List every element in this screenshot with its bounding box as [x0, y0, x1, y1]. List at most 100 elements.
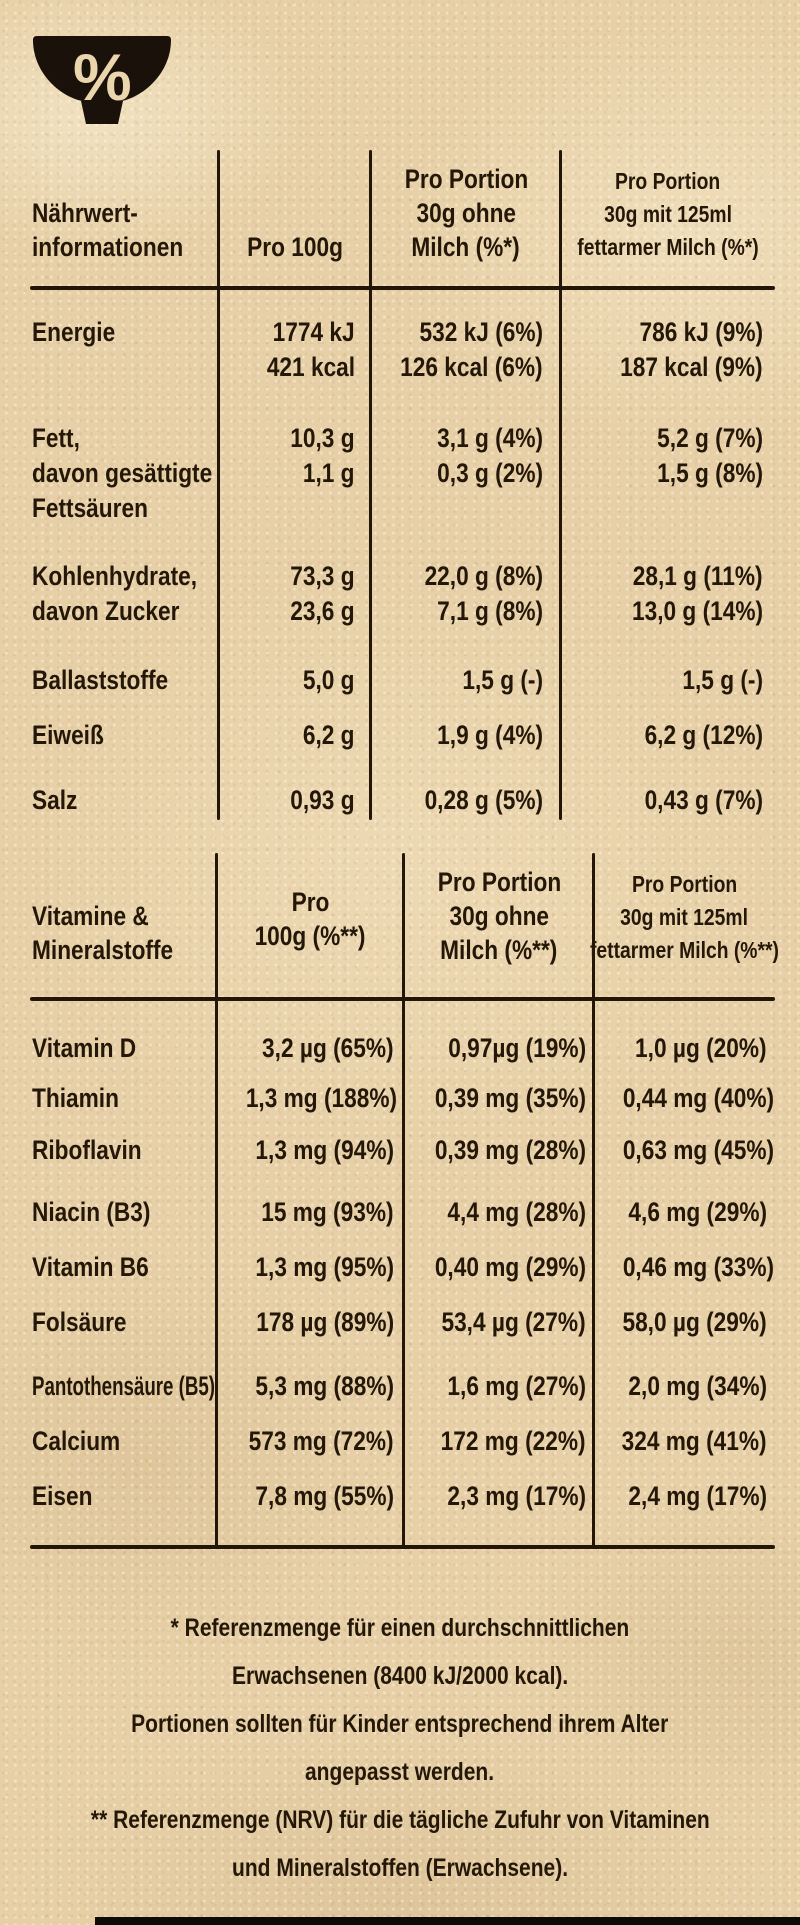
value-per-100g: 15 mg (93%) — [261, 1197, 394, 1227]
header-per-portion-with-milk: Pro Portion 30g mit 125ml fettarmer Milc… — [561, 150, 775, 286]
header-line: Pro Portion — [437, 867, 561, 897]
footnote-line: ** Referenzmenge (NRV) für die tägliche … — [90, 1806, 710, 1834]
value-with-milk: 1,0 µg (20%) — [635, 1033, 767, 1063]
header-line: fettarmer Milch (%**) — [590, 937, 779, 963]
value-per-portion: 4,4 mg (28%) — [447, 1197, 586, 1227]
header-line: informationen — [32, 232, 184, 262]
footnotes: * Referenzmenge für einen durchschnittli… — [0, 1604, 800, 1892]
value-per-portion: 53,4 µg (27%) — [441, 1307, 586, 1337]
value-with-milk: 1,5 g (8%) — [657, 458, 763, 488]
table-row-fett: Fett, 10,3 g 3,1 g (4%) 5,2 g (7%) — [30, 421, 775, 456]
table-row-folsaeure: Folsäure 178 µg (89%) 53,4 µg (27%) 58,0… — [30, 1305, 775, 1340]
value-per-100g: 3,2 µg (65%) — [262, 1033, 394, 1063]
value-per-100g: 1,3 mg (95%) — [255, 1252, 394, 1282]
percent-symbol: % — [73, 40, 132, 114]
value-with-milk: 2,4 mg (17%) — [628, 1481, 767, 1511]
table-row-gesaettigte: davon gesättigte 1,1 g 0,3 g (2%) 1,5 g … — [30, 456, 775, 491]
value-per-portion: 0,97µg (19%) — [448, 1033, 586, 1063]
table-row-thiamin: Thiamin 1,3 mg (188%) 0,39 mg (35%) 0,44… — [30, 1081, 775, 1116]
header-per-portion: Pro Portion 30g ohne Milch (%*) — [371, 150, 561, 286]
vitamins-table: Vitamine & Mineralstoffe Pro 100g (%**) … — [30, 853, 779, 1553]
value-per-100g: 1774 kJ — [273, 317, 355, 347]
row-label — [30, 350, 219, 385]
header-line: fettarmer Milch (%*) — [577, 234, 759, 260]
row-label: Niacin (B3) — [32, 1197, 151, 1227]
nutrition-table-header: Nährwert- informationen Pro 100g Pro Por… — [30, 150, 775, 286]
header-nutrition-info: Nährwert- informationen — [30, 150, 219, 286]
column-divider — [559, 150, 562, 820]
value-per-portion: 1,9 g (4%) — [437, 720, 543, 750]
value-with-milk: 28,1 g (11%) — [633, 561, 763, 591]
value-per-100g: 10,3 g — [290, 423, 355, 453]
row-label: Salz — [32, 785, 78, 815]
footnote-line: und Mineralstoffen (Erwachsene). — [231, 1854, 569, 1882]
value-with-milk: 0,46 mg (33%) — [622, 1252, 775, 1282]
value-with-milk: 0,44 mg (40%) — [622, 1083, 775, 1113]
value-per-100g: 5,3 mg (88%) — [255, 1371, 394, 1401]
row-label: davon gesättigte — [32, 458, 213, 488]
header-line: Pro Portion — [404, 164, 528, 194]
value-with-milk: 187 kcal (9%) — [620, 352, 763, 382]
column-divider — [402, 853, 405, 1547]
header-line: 30g ohne — [416, 198, 516, 228]
table-bottom-rule — [30, 1545, 775, 1549]
value-per-portion: 2,3 mg (17%) — [447, 1481, 586, 1511]
value-per-portion — [371, 491, 561, 526]
row-label: Eisen — [32, 1481, 93, 1511]
footnote-line: Portionen sollten für Kinder entsprechen… — [131, 1710, 669, 1738]
row-label: Energie — [32, 317, 116, 347]
value-with-milk: 1,5 g (-) — [682, 665, 763, 695]
value-with-milk: 0,43 g (7%) — [644, 785, 763, 815]
value-per-portion: 532 kJ (6%) — [419, 317, 543, 347]
value-per-portion: 3,1 g (4%) — [437, 423, 543, 453]
value-per-100g: 421 kcal — [266, 352, 355, 382]
value-per-portion: 0,40 mg (29%) — [434, 1252, 586, 1282]
row-label: Pantothensäure (B5) — [32, 1371, 216, 1401]
table-row-vitamin-d: Vitamin D 3,2 µg (65%) 0,97µg (19%) 1,0 … — [30, 1031, 775, 1066]
value-per-100g: 0,93 g — [290, 785, 355, 815]
footnote-line: Erwachsenen (8400 kJ/2000 kcal). — [231, 1662, 569, 1690]
value-per-portion: 0,39 mg (35%) — [434, 1083, 586, 1113]
value-per-100g: 178 µg (89%) — [256, 1307, 394, 1337]
column-divider — [215, 853, 218, 1547]
vitamins-table-header: Vitamine & Mineralstoffe Pro 100g (%**) … — [30, 853, 779, 997]
bowl-shape — [33, 36, 171, 124]
header-line: 30g ohne — [449, 901, 549, 931]
row-label: Riboflavin — [32, 1135, 142, 1165]
value-with-milk: 6,2 g (12%) — [644, 720, 763, 750]
header-per-portion: Pro Portion 30g ohne Milch (%**) — [404, 853, 594, 997]
header-line: 30g mit 125ml — [604, 201, 732, 227]
value-per-100g — [219, 491, 371, 526]
value-per-100g: 5,0 g — [303, 665, 355, 695]
table-row-kohlenhydrate: Kohlenhydrate, 73,3 g 22,0 g (8%) 28,1 g… — [30, 559, 775, 594]
row-label: Thiamin — [32, 1083, 119, 1113]
table-row-salz: Salz 0,93 g 0,28 g (5%) 0,43 g (7%) — [30, 783, 775, 818]
value-with-milk: 0,63 mg (45%) — [622, 1135, 775, 1165]
header-line: 30g mit 125ml — [620, 904, 749, 930]
header-separator-rule — [30, 286, 775, 290]
value-per-100g: 7,8 mg (55%) — [255, 1481, 394, 1511]
header-separator-rule — [30, 997, 775, 1001]
header-line: Vitamine & — [32, 901, 149, 931]
value-per-portion: 126 kcal (6%) — [400, 352, 543, 382]
row-label: Eiweiß — [32, 720, 104, 750]
nutrition-table: Nährwert- informationen Pro 100g Pro Por… — [30, 150, 775, 823]
table-row-calcium: Calcium 573 mg (72%) 172 mg (22%) 324 mg… — [30, 1424, 775, 1459]
value-per-portion: 0,28 g (5%) — [424, 785, 543, 815]
value-per-portion: 1,6 mg (27%) — [447, 1371, 586, 1401]
row-label: Kohlenhydrate, — [32, 561, 198, 591]
header-vitamins-minerals: Vitamine & Mineralstoffe — [30, 853, 217, 997]
row-label: davon Zucker — [32, 596, 180, 626]
header-line: Pro Portion — [615, 168, 721, 194]
column-divider — [217, 150, 220, 820]
value-with-milk — [561, 491, 775, 526]
percent-bowl-icon: % — [33, 36, 171, 124]
table-row-eisen: Eisen 7,8 mg (55%) 2,3 mg (17%) 2,4 mg (… — [30, 1479, 775, 1514]
value-per-portion: 172 mg (22%) — [441, 1426, 586, 1456]
footnote-line: angepasst werden. — [305, 1758, 495, 1786]
value-per-portion: 1,5 g (-) — [462, 665, 543, 695]
table-row-niacin: Niacin (B3) 15 mg (93%) 4,4 mg (28%) 4,6… — [30, 1195, 775, 1230]
row-label: Fettsäuren — [32, 493, 148, 523]
value-with-milk: 13,0 g (14%) — [631, 596, 763, 626]
